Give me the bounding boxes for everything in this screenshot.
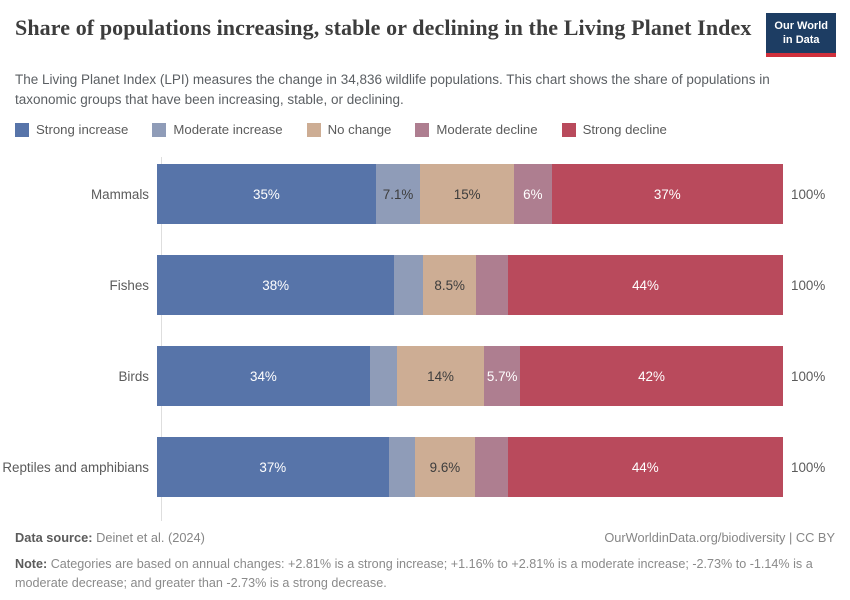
stacked-bar: 38% 8.5% 44% bbox=[157, 255, 783, 315]
row-total-label: 100% bbox=[791, 186, 826, 202]
legend-item-moderate-decline[interactable]: Moderate decline bbox=[415, 122, 538, 137]
data-source-label: Data source: bbox=[15, 530, 93, 545]
y-axis-line bbox=[161, 157, 162, 521]
bar-segment-moderate-decline[interactable]: 5.7% bbox=[484, 346, 521, 406]
owid-logo[interactable]: Our World in Data bbox=[766, 13, 836, 57]
segment-value-label: 14% bbox=[427, 368, 454, 384]
legend: Strong increase Moderate increase No chang… bbox=[15, 122, 691, 137]
category-label: Reptiles and amphibians bbox=[2, 459, 149, 475]
stacked-bar: 37% 9.6% 44% bbox=[157, 437, 783, 497]
segment-value-label: 44% bbox=[632, 277, 659, 293]
legend-label: Moderate decline bbox=[436, 122, 538, 137]
bar-segment-moderate-increase[interactable] bbox=[369, 346, 397, 406]
stacked-bar: 34% 14% 5.7% 42% bbox=[157, 346, 783, 406]
segment-value-label: 37% bbox=[653, 186, 681, 202]
chart-row-mammals: Mammals 35% 7.1% 15% 6% 37% 100% bbox=[0, 164, 850, 224]
row-total-label: 100% bbox=[791, 459, 826, 475]
segment-value-label: 37% bbox=[259, 459, 287, 475]
chart-subtitle: The Living Planet Index (LPI) measures t… bbox=[15, 72, 770, 107]
data-source-value: Deinet et al. (2024) bbox=[96, 530, 205, 545]
category-label: Birds bbox=[118, 368, 149, 384]
bar-segment-no-change[interactable]: 15% bbox=[420, 164, 515, 224]
legend-item-moderate-increase[interactable]: Moderate increase bbox=[152, 122, 283, 137]
segment-value-label: 6% bbox=[523, 186, 543, 202]
segment-value-label: 9.6% bbox=[429, 459, 461, 475]
row-total-label: 100% bbox=[791, 277, 826, 293]
legend-swatch-icon bbox=[415, 122, 430, 137]
legend-swatch-icon bbox=[152, 122, 167, 137]
footer: Data source: Deinet et al. (2024) OurWor… bbox=[15, 530, 835, 545]
bar-segment-strong-increase[interactable]: 35% bbox=[157, 164, 376, 224]
legend-label: Moderate increase bbox=[173, 122, 283, 137]
segment-value-label: 35% bbox=[253, 186, 280, 202]
row-total-label: 100% bbox=[791, 368, 826, 384]
legend-swatch-icon bbox=[561, 122, 576, 137]
bar-segment-moderate-decline[interactable]: 6% bbox=[514, 164, 552, 224]
segment-value-label: 5.7% bbox=[486, 368, 518, 384]
bar-segment-no-change[interactable]: 14% bbox=[396, 346, 485, 406]
legend-swatch-icon bbox=[15, 122, 29, 137]
segment-value-label: 8.5% bbox=[434, 277, 465, 293]
data-source[interactable]: Data source: Deinet et al. (2024) bbox=[15, 530, 205, 545]
segment-value-label: 42% bbox=[638, 368, 665, 384]
chart-row-fishes: Fishes 38% 8.5% 44% 100% bbox=[0, 255, 850, 315]
chart: Mammals 35% 7.1% 15% 6% 37% 100% Fishes 38% 8.5% 4… bbox=[0, 164, 850, 528]
owid-logo-line1: Our World bbox=[774, 20, 828, 32]
bar-segment-strong-increase[interactable]: 37% bbox=[157, 437, 389, 497]
segment-value-label: 34% bbox=[250, 368, 277, 384]
legend-item-strong-increase[interactable]: Strong increase bbox=[15, 122, 128, 137]
footnote: Note: Categories are based on annual cha… bbox=[15, 555, 827, 593]
bar-segment-strong-decline[interactable]: 44% bbox=[507, 437, 783, 497]
owid-logo-line2: in Data bbox=[782, 34, 820, 47]
legend-label: Strong increase bbox=[36, 122, 129, 137]
category-label: Fishes bbox=[109, 277, 149, 293]
bar-segment-strong-increase[interactable]: 38% bbox=[157, 255, 395, 315]
bar-segment-no-change[interactable]: 8.5% bbox=[423, 255, 477, 315]
bar-segment-strong-decline[interactable]: 44% bbox=[508, 255, 783, 315]
bar-segment-moderate-increase[interactable] bbox=[394, 255, 424, 315]
footnote-label: Note: bbox=[15, 557, 48, 571]
chart-row-reptiles-and-amphibians: Reptiles and amphibians 37% 9.6% 44% 100% bbox=[0, 437, 850, 497]
bar-segment-moderate-decline[interactable] bbox=[476, 255, 509, 315]
stacked-bar: 35% 7.1% 15% 6% 37% bbox=[157, 164, 783, 224]
footnote-text: Categories are based on annual changes: … bbox=[15, 557, 813, 590]
chart-row-birds: Birds 34% 14% 5.7% 42% 100% bbox=[0, 346, 850, 406]
bar-segment-moderate-decline[interactable] bbox=[474, 437, 508, 497]
bar-segment-strong-decline[interactable]: 42% bbox=[520, 346, 783, 406]
legend-swatch-icon bbox=[306, 122, 321, 137]
bar-segment-moderate-increase[interactable] bbox=[388, 437, 415, 497]
bar-segment-moderate-increase[interactable]: 7.1% bbox=[375, 164, 421, 224]
segment-value-label: 15% bbox=[453, 186, 481, 202]
attribution-link[interactable]: OurWorldinData.org/biodiversity | CC BY bbox=[604, 530, 835, 545]
category-label: Mammals bbox=[90, 186, 149, 202]
bar-segment-no-change[interactable]: 9.6% bbox=[414, 437, 475, 497]
legend-item-no-change[interactable]: No change bbox=[306, 122, 392, 137]
bar-segment-strong-increase[interactable]: 34% bbox=[157, 346, 370, 406]
legend-label: No change bbox=[327, 122, 392, 137]
legend-item-strong-decline[interactable]: Strong decline bbox=[561, 122, 667, 137]
segment-value-label: 7.1% bbox=[382, 186, 414, 202]
segment-value-label: 38% bbox=[262, 277, 290, 293]
segment-value-label: 44% bbox=[631, 459, 659, 475]
bar-segment-strong-decline[interactable]: 37% bbox=[551, 164, 783, 224]
legend-label: Strong decline bbox=[582, 122, 667, 137]
page-title: Share of populations increasing, stable … bbox=[15, 15, 752, 40]
